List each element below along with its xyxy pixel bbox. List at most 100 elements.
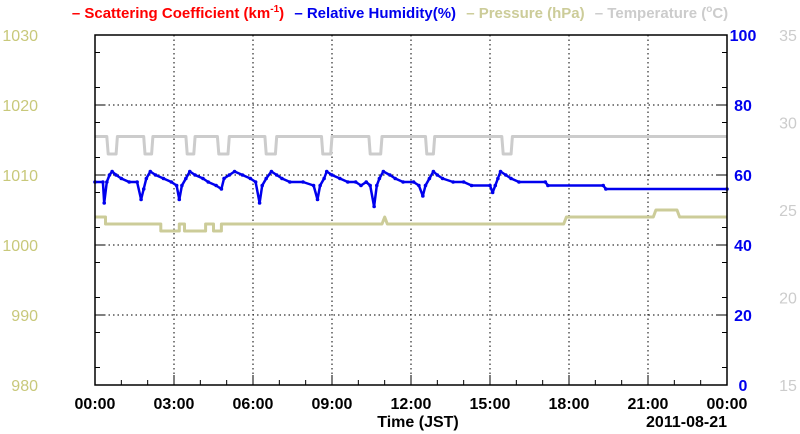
humidity-point: [288, 180, 292, 184]
humidity-point: [423, 183, 428, 188]
humidity-point: [440, 176, 445, 181]
humidity-tick-label: 20: [734, 308, 752, 325]
humidity-point: [490, 190, 495, 195]
date-label: 2011-08-21: [646, 414, 727, 431]
humidity-point: [174, 183, 179, 188]
humidity-point: [311, 183, 316, 188]
legend-item-temperature: – Temperature (oC): [594, 4, 729, 22]
humidity-point: [114, 173, 118, 177]
x-tick-label: 00:00: [707, 396, 748, 413]
humidity-point: [543, 180, 548, 184]
humidity-tick-label: 40: [734, 238, 752, 255]
humidity-point: [421, 194, 425, 198]
pressure-tick-label: 1030: [2, 28, 38, 45]
grid-lines: [95, 35, 727, 385]
humidity-point: [214, 183, 218, 188]
legend-item-humidity: – Relative Humidity(%): [294, 5, 457, 22]
humidity-point: [301, 180, 305, 184]
humidity-point: [364, 180, 369, 184]
humidity-point: [107, 173, 112, 177]
tick-labels: 00:00 03:00 06:00 09:00 12:00 15:00 18:00 21:00…: [2, 28, 797, 431]
humidity-point: [127, 180, 132, 184]
humidity-tick-label: 100: [730, 28, 757, 45]
humidity-point: [141, 187, 146, 191]
humidity-point: [148, 169, 153, 174]
pressure-line: [95, 208, 727, 233]
series-layer: [93, 135, 729, 233]
legend-item-pressure: – Pressure (hPa): [466, 5, 585, 22]
humidity-point: [101, 180, 105, 184]
legend-item-scattering: – Scattering Coefficient (km-1): [71, 4, 285, 22]
humidity-point: [105, 180, 109, 184]
temperature-tick-label: 30: [779, 116, 797, 133]
humidity-point: [517, 180, 521, 184]
humidity-point: [180, 183, 184, 188]
humidity-point: [469, 183, 474, 188]
x-tick-label: 00:00: [75, 396, 116, 413]
humidity-point: [338, 176, 342, 181]
humidity-point: [377, 176, 382, 181]
chart-legend: – Scattering Coefficient (km-1) – Relati…: [0, 4, 800, 22]
pressure-tick-label: 1010: [2, 168, 38, 185]
humidity-point: [509, 176, 513, 181]
x-tick-label: 03:00: [154, 396, 195, 413]
humidity-point: [498, 169, 503, 174]
humidity-point: [188, 169, 192, 174]
humidity-point: [219, 187, 224, 191]
temperature-tick-label: 20: [779, 291, 797, 308]
humidity-point: [315, 197, 320, 202]
humidity-point: [431, 169, 436, 174]
humidity-tick-label: 80: [734, 98, 752, 115]
humidity-point: [274, 173, 279, 177]
pressure-tick-label: 1020: [2, 98, 38, 115]
humidity-point: [381, 169, 386, 174]
humidity-point: [359, 183, 363, 188]
humidity-point: [269, 169, 274, 174]
humidity-point: [222, 176, 226, 181]
x-tick-label: 18:00: [549, 396, 590, 413]
pressure-tick-label: 980: [11, 378, 38, 395]
temperature-line: [95, 135, 727, 156]
humidity-point: [604, 187, 608, 191]
humidity-point: [201, 176, 205, 181]
x-tick-label: 09:00: [312, 396, 353, 413]
temperature-tick-label: 25: [779, 203, 797, 220]
humidity-point: [257, 201, 262, 205]
humidity-point: [346, 180, 350, 184]
humidity-point: [504, 173, 508, 177]
humidity-point: [102, 201, 107, 205]
humidity-point: [318, 183, 322, 188]
humidity-point: [169, 180, 174, 184]
humidity-point: [144, 176, 149, 181]
humidity-point: [427, 176, 432, 181]
humidity-point: [493, 183, 498, 188]
humidity-point: [330, 173, 334, 177]
humidity-point: [488, 183, 492, 188]
humidity-point: [372, 204, 376, 209]
humidity-point: [135, 180, 139, 184]
temperature-tick-label: 15: [779, 378, 797, 395]
humidity-point: [227, 173, 232, 177]
x-tick-label: 21:00: [628, 396, 669, 413]
humidity-point: [193, 173, 197, 177]
humidity-point: [324, 169, 329, 174]
humidity-point: [546, 183, 550, 188]
humidity-point: [496, 176, 500, 181]
pressure-tick-label: 1000: [2, 238, 38, 255]
humidity-point: [451, 180, 455, 184]
humidity-point: [461, 180, 466, 184]
humidity-point: [177, 197, 182, 202]
humidity-point: [353, 180, 358, 184]
x-tick-label: 15:00: [470, 396, 511, 413]
humidity-point: [374, 183, 379, 188]
x-tick-label: 06:00: [233, 396, 274, 413]
humidity-point: [260, 183, 265, 188]
humidity-point: [240, 173, 245, 177]
humidity-point: [184, 176, 188, 181]
humidity-point: [139, 197, 143, 202]
humidity-tick-label: 60: [734, 168, 752, 185]
humidity-point: [248, 176, 253, 181]
humidity-point: [368, 183, 372, 188]
humidity-point: [401, 180, 405, 184]
